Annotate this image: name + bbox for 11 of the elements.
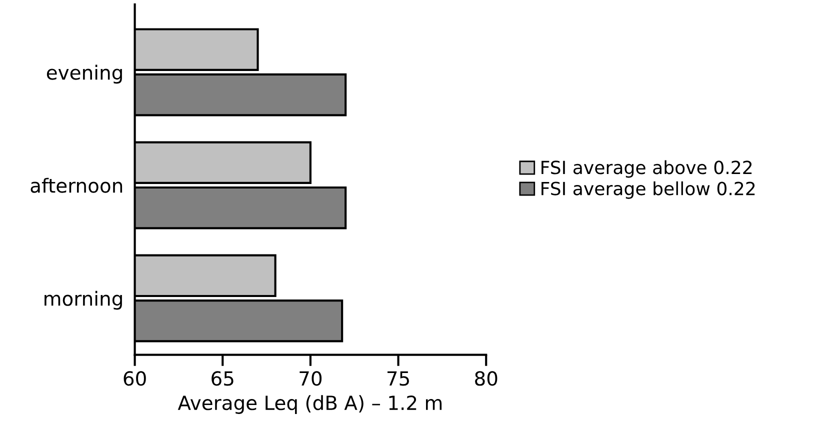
legend-label: FSI average above 0.22 [542,160,752,178]
x-tick-label: 75 [388,371,409,386]
x-tick-label: 65 [212,371,234,386]
y-tick-label: morning [44,290,122,310]
legend-label: FSI average bellow 0.22 [542,181,755,199]
y-tick-label: afternoon [30,178,122,193]
x-axis-title: Average Leq (dB A) – 1.2 m [178,395,442,414]
x-tick-label: 60 [124,371,146,386]
x-tick-label: 70 [300,371,322,386]
y-tick-label: evening [46,64,122,84]
x-tick-label: 80 [475,371,498,386]
